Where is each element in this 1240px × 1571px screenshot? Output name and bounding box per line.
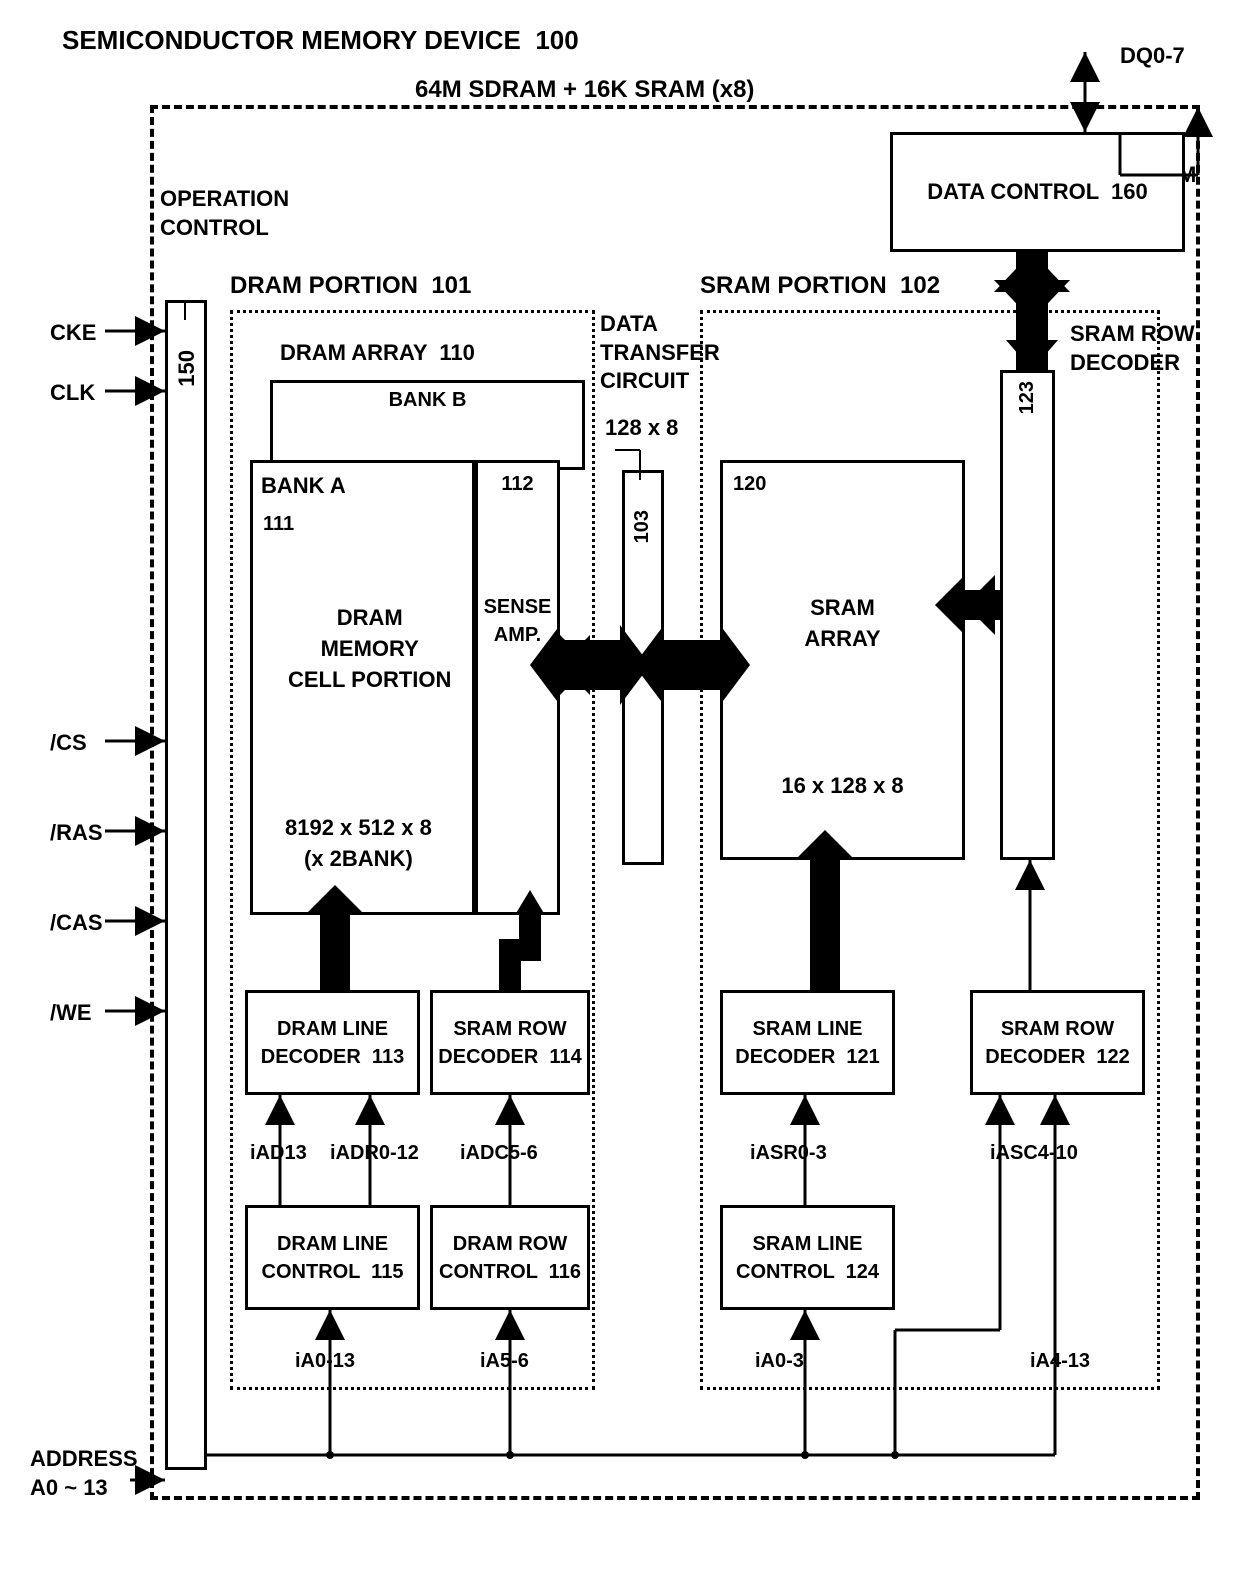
bank-a-box: BANK A 111 DRAM MEMORY CELL PORTION 8192… [250,460,475,915]
pin-dq07: DQ0-7 [1120,43,1185,69]
dram-line-decoder: DRAM LINE DECODER 113 [245,990,420,1095]
sram-array-size: 16 x 128 x 8 [723,773,962,799]
input-we: /WE [50,1000,92,1026]
data-transfer-num: 103 [631,510,654,543]
sense-amp-label: SENSE AMP. [484,593,552,649]
subtitle-label: 64M SDRAM + 16K SRAM (x8) [415,76,754,104]
sig-ia413: iA4-13 [1030,1350,1090,1373]
dram-line-decoder-label: DRAM LINE DECODER 113 [261,1015,404,1071]
sig-ia013: iA0-13 [295,1350,355,1373]
sram-line-decoder: SRAM LINE DECODER 121 [720,990,895,1095]
sig-iasc410: iASC4-10 [990,1142,1078,1165]
bank-a-num: 111 [263,513,294,536]
data-control-box: DATA CONTROL 160 [890,132,1185,252]
data-transfer-size: 128 x 8 [605,415,678,441]
data-control-label: DATA CONTROL 160 [927,179,1147,205]
sram-line-control-label: SRAM LINE CONTROL 124 [736,1230,879,1286]
sig-iadr012: iADR0-12 [330,1142,419,1165]
dram-line-control: DRAM LINE CONTROL 115 [245,1205,420,1310]
dram-line-control-label: DRAM LINE CONTROL 115 [262,1230,404,1286]
sense-amp-num: 112 [501,473,533,496]
sram-line-decoder-label: SRAM LINE DECODER 121 [735,1015,880,1071]
input-cke: CKE [50,320,96,346]
block-123: 123 [1000,370,1055,860]
title-label: SEMICONDUCTOR MEMORY DEVICE 100 [62,25,579,56]
sram-row-decoder-114-label: SRAM ROW DECODER 114 [438,1015,581,1071]
sram-row-decoder-side-label: SRAM ROW DECODER [1070,320,1195,377]
input-cas: /CAS [50,910,103,936]
sram-array-box: 120 SRAM ARRAY 16 x 128 x 8 [720,460,965,860]
dram-array-label: DRAM ARRAY 110 [280,340,475,366]
sram-array-num: 120 [733,473,766,496]
operation-control-box [165,300,207,1470]
sig-ia03: iA0-3 [755,1350,804,1373]
sense-amp-box: 112 SENSE AMP. [475,460,560,915]
dram-cell-label: DRAM MEMORY CELL PORTION [288,603,451,695]
sram-row-decoder-122-label: SRAM ROW DECODER 122 [985,1015,1130,1071]
sram-array-label: SRAM ARRAY [723,593,962,655]
sram-row-decoder-114: SRAM ROW DECODER 114 [430,990,590,1095]
sig-iasr03: iASR0-3 [750,1142,827,1165]
dram-portion-label: DRAM PORTION 101 [230,272,471,300]
diagram-canvas: SEMICONDUCTOR MEMORY DEVICE 100 64M SDRA… [20,20,1220,1551]
dram-size-label: 8192 x 512 x 8 (x 2BANK) [285,813,432,875]
sram-portion-label: SRAM PORTION 102 [700,272,940,300]
operation-control-label: OPERATION CONTROL [160,185,289,242]
address-label: ADDRESS A0 ~ 13 [30,1445,138,1502]
operation-control-num: 150 [174,350,200,387]
input-cs: /CS [50,730,87,756]
dram-row-control: DRAM ROW CONTROL 116 [430,1205,590,1310]
bank-b-box: BANK B [270,380,585,470]
sig-iad13: iAD13 [250,1142,307,1165]
sig-iadc56: iADC5-6 [460,1142,538,1165]
input-clk: CLK [50,380,95,406]
block-123-num: 123 [1016,381,1039,414]
dram-row-control-label: DRAM ROW CONTROL 116 [439,1230,581,1286]
input-ras: /RAS [50,820,103,846]
sig-ia56: iA5-6 [480,1350,529,1373]
sram-row-decoder-122: SRAM ROW DECODER 122 [970,990,1145,1095]
bank-a-label: BANK A [261,473,346,499]
bank-b-label: BANK B [389,389,467,412]
sram-line-control: SRAM LINE CONTROL 124 [720,1205,895,1310]
